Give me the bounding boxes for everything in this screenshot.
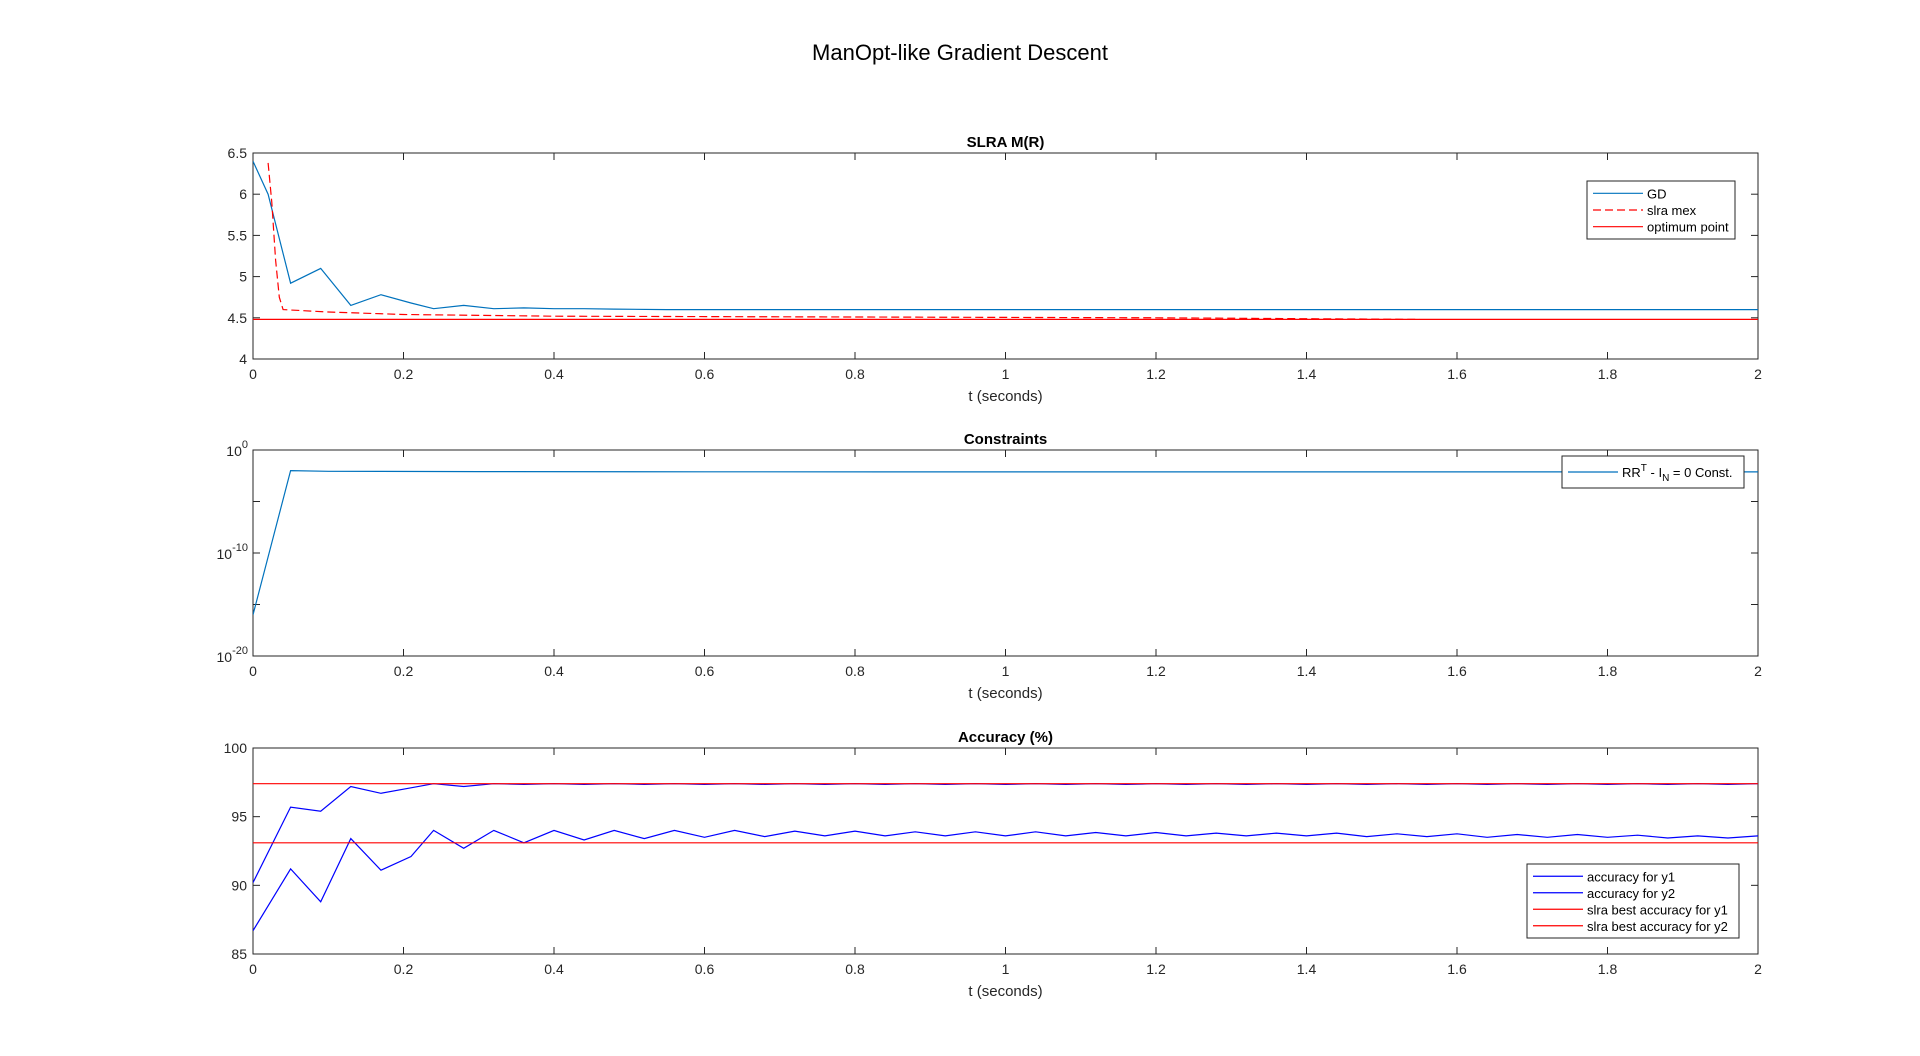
y-tick-label: 4.5 xyxy=(228,310,248,326)
x-tick-label: 1.4 xyxy=(1297,663,1317,679)
x-tick-label: 0.4 xyxy=(544,663,564,679)
x-tick-label: 0 xyxy=(249,961,257,977)
legend: GD slra mex optimum point xyxy=(1586,180,1736,240)
legend: RRT - IN = 0 Const. xyxy=(1561,455,1745,489)
subplot-2: Constraints 0 0.2 0.4 0.6 0.8 1 1.2 1.4 1.6 1.8 2 t … xyxy=(217,431,1763,702)
legend-label: slra best accuracy for y1 xyxy=(1587,902,1728,917)
x-tick-label: 1.4 xyxy=(1297,366,1317,382)
x-tick-label: 1.4 xyxy=(1297,961,1317,977)
x-axis-label: t (seconds) xyxy=(968,685,1042,702)
x-tick-label: 1.2 xyxy=(1146,663,1166,679)
y-tick-label: 100 xyxy=(226,439,248,459)
subplot-title: SLRA M(R) xyxy=(967,134,1045,151)
y-tick-label: 6.5 xyxy=(228,145,248,161)
series-line-2 xyxy=(267,162,1420,320)
x-tick-label: 0.4 xyxy=(544,366,564,382)
legend-label: accuracy for y2 xyxy=(1587,886,1675,901)
x-axis-label: t (seconds) xyxy=(968,983,1042,1000)
y-tick-label: 100 xyxy=(224,740,248,756)
y-tick-label: 10-20 xyxy=(217,645,248,665)
legend-box xyxy=(1561,455,1745,489)
x-tick-label: 2 xyxy=(1754,961,1762,977)
x-tick-label: 2 xyxy=(1754,663,1762,679)
x-tick-label: 1.2 xyxy=(1146,961,1166,977)
y-tick-label: 5 xyxy=(239,269,247,285)
series-line-1 xyxy=(253,469,1758,615)
x-tick-label: 0.2 xyxy=(394,366,414,382)
subplot-3: Accuracy (%) 0 0.2 0.4 0.6 0.8 1 1.2 1.4 1.6 1.8 2 t… xyxy=(224,729,1762,1000)
x-tick-label: 0 xyxy=(249,663,257,679)
x-axis-label: t (seconds) xyxy=(968,388,1042,405)
x-tick-label: 0.8 xyxy=(845,961,865,977)
x-tick-label: 1.8 xyxy=(1598,663,1618,679)
x-tick-label: 0.2 xyxy=(394,961,414,977)
y-tick-label: 90 xyxy=(231,877,247,893)
x-tick-label: 0.6 xyxy=(695,366,715,382)
y-tick-label: 5.5 xyxy=(228,227,248,243)
x-tick-label: 0 xyxy=(249,366,257,382)
x-tick-label: 1 xyxy=(1002,663,1010,679)
x-tick-label: 1.6 xyxy=(1447,366,1467,382)
x-tick-label: 0.8 xyxy=(845,366,865,382)
subplot-title: Accuracy (%) xyxy=(958,729,1053,746)
legend-label: slra mex xyxy=(1647,203,1697,218)
y-tick-label: 6 xyxy=(239,186,247,202)
x-tick-label: 1.2 xyxy=(1146,366,1166,382)
x-tick-label: 1.8 xyxy=(1598,366,1618,382)
legend-label: GD xyxy=(1647,186,1667,201)
legend-label: accuracy for y1 xyxy=(1587,869,1675,884)
series-line-2 xyxy=(253,829,1758,932)
x-tick-label: 0.4 xyxy=(544,961,564,977)
x-tick-label: 1.6 xyxy=(1447,663,1467,679)
subplot-1: SLRA M(R) 0 0.2 0.4 0.6 0.8 1 1.2 1.4 1.6 1.8 2 t (s… xyxy=(228,134,1763,405)
y-tick-label: 10-10 xyxy=(217,542,248,562)
subplot-title: Constraints xyxy=(964,431,1047,448)
x-tick-label: 0.6 xyxy=(695,961,715,977)
plot-area xyxy=(252,449,1759,657)
x-tick-label: 1 xyxy=(1002,366,1010,382)
x-tick-label: 0.2 xyxy=(394,663,414,679)
x-tick-label: 1 xyxy=(1002,961,1010,977)
x-tick-label: 0.8 xyxy=(845,663,865,679)
series-line-1 xyxy=(253,160,1758,311)
legend-label: slra best accuracy for y2 xyxy=(1587,919,1728,934)
legend-label: RRT - IN = 0 Const. xyxy=(1622,463,1733,484)
x-tick-label: 2 xyxy=(1754,366,1762,382)
y-tick-label: 95 xyxy=(231,809,247,825)
x-tick-label: 1.6 xyxy=(1447,961,1467,977)
y-tick-label: 85 xyxy=(231,946,247,962)
x-tick-label: 1.8 xyxy=(1598,961,1618,977)
x-tick-label: 0.6 xyxy=(695,663,715,679)
legend-label: optimum point xyxy=(1647,220,1729,235)
y-tick-label: 4 xyxy=(239,351,247,367)
figure-title: ManOpt-like Gradient Descent xyxy=(812,40,1108,65)
plot-area xyxy=(252,152,1759,360)
